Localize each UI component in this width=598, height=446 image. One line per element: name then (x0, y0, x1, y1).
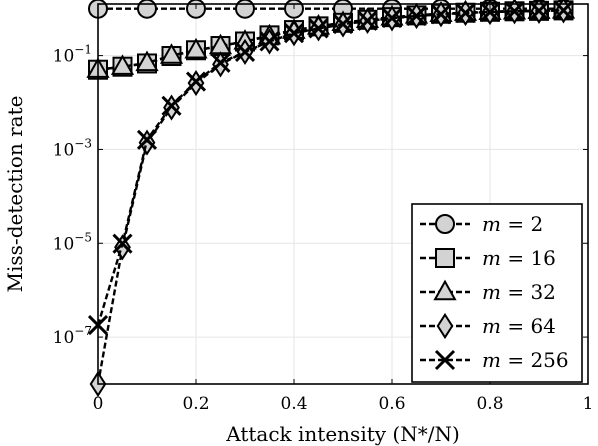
legend-marker-square (435, 248, 455, 268)
x-tick-label: 0.2 (182, 394, 209, 414)
data-point-cross (381, 8, 403, 29)
legend-entry: m = 16 (420, 246, 556, 270)
x-tick-label: 0 (93, 394, 104, 414)
y-tick-label: 10−7 (53, 324, 92, 348)
legend-entry: m = 256 (420, 348, 569, 372)
y-axis-label: Miss-detection rate (3, 96, 27, 293)
legend-label: m = 32 (482, 280, 556, 304)
legend-entry: m = 2 (420, 212, 543, 236)
series-square (88, 0, 574, 80)
data-point-cross (528, 0, 550, 21)
data-point-triangle (159, 43, 184, 64)
legend-entry: m = 64 (420, 312, 556, 340)
data-point-cross (234, 41, 256, 62)
data-point-cross (308, 18, 329, 39)
data-point-triangle (110, 54, 135, 75)
legend-marker-diamond (436, 312, 454, 340)
legend-label: m = 2 (482, 212, 543, 236)
legend-label: m = 64 (482, 314, 556, 338)
data-point-cross (185, 71, 207, 92)
x-tick-label: 0.6 (378, 394, 405, 414)
y-tick-label: 10−3 (53, 136, 92, 160)
x-tick-label: 0.4 (280, 394, 307, 414)
data-point-cross (332, 14, 354, 35)
legend-entry: m = 32 (420, 279, 556, 304)
series-line (97, 9, 564, 71)
series-layer (86, 0, 576, 398)
legend: m = 2 m = 16 m = 32 m = 64 m = 256 (411, 203, 583, 383)
data-point-cross (504, 1, 525, 22)
data-point-cross (136, 129, 158, 150)
legend-marker-triangle (433, 279, 457, 301)
legend-marker-cross (434, 349, 456, 371)
x-tick-label: 0.8 (476, 394, 503, 414)
y-tick-label: 10−1 (53, 43, 92, 67)
data-point-cross (406, 5, 427, 27)
y-tick-label: 10−5 (53, 230, 92, 254)
data-point-triangle (184, 37, 208, 59)
data-point-cross (357, 10, 378, 31)
x-axis-label: Attack intensity (N*/N) (225, 422, 460, 446)
data-point-circle (235, 0, 255, 19)
legend-label: m = 16 (482, 246, 556, 270)
axis-labels: Attack intensity (N*/N) Miss-detection ra… (3, 96, 460, 446)
plot-frame (97, 3, 589, 385)
data-point-cross (479, 1, 501, 23)
legend-marker-circle (435, 214, 455, 234)
data-point-triangle (135, 50, 159, 72)
data-point-circle (137, 0, 157, 19)
data-point-cross (430, 4, 452, 25)
data-point-cross (259, 31, 280, 52)
axis-ticks: 0 0.2 0.4 0.6 0.8 1 10−1 10−3 10−5 10−7 (53, 4, 594, 414)
series-cross (87, 0, 574, 336)
data-point-cross (161, 95, 182, 116)
data-point-cross (210, 52, 231, 73)
data-point-cross (112, 233, 133, 254)
data-point-cross (283, 23, 305, 44)
data-point-cross (455, 2, 476, 24)
legend-label: m = 256 (482, 348, 569, 372)
x-tick-label: 1 (583, 394, 594, 414)
